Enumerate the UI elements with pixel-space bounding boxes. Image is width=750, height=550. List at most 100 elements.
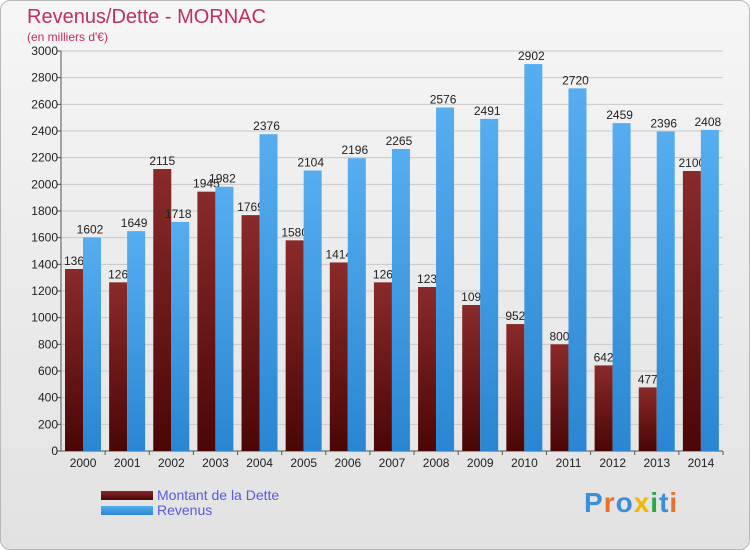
y-tick-label: 3000	[31, 44, 58, 58]
chart-title: Revenus/Dette - MORNAC	[27, 6, 266, 28]
x-tick-label-2010: 2010	[511, 456, 538, 470]
data-label-dette-2014: 2100	[679, 156, 706, 170]
y-tick-label: 2600	[31, 97, 58, 111]
bar-dette-2013	[638, 387, 657, 451]
data-label-dette-2009: 109	[461, 290, 481, 304]
bar-revenus-2010	[524, 64, 543, 452]
x-tick-label-2009: 2009	[467, 456, 494, 470]
x-tick-label-2000: 2000	[70, 456, 97, 470]
y-tick-label: 2400	[31, 124, 58, 138]
y-tick-label: 2000	[31, 177, 58, 191]
data-label-dette-2008: 123	[417, 272, 437, 286]
bar-dette-2003	[197, 191, 216, 451]
legend-swatch-dette	[101, 491, 153, 500]
x-tick-label-2005: 2005	[290, 456, 317, 470]
bar-dette-2006	[329, 262, 348, 451]
x-tick-label-2003: 2003	[202, 456, 229, 470]
x-tick-label-2008: 2008	[423, 456, 450, 470]
data-label-dette-2012: 642	[594, 350, 614, 364]
data-label-revenus-2002: 1718	[165, 207, 192, 221]
data-label-dette-2013: 477	[638, 372, 658, 386]
x-tick-label-2006: 2006	[335, 456, 362, 470]
data-label-revenus-2012: 2459	[606, 108, 633, 122]
x-tick-label-2007: 2007	[379, 456, 406, 470]
data-label-dette-2006: 1414	[325, 247, 352, 261]
data-label-revenus-2005: 2104	[297, 155, 324, 169]
bar-revenus-2012	[612, 123, 631, 451]
x-tick-label-2012: 2012	[599, 456, 626, 470]
data-label-dette-2010: 952	[505, 309, 525, 323]
data-label-dette-2003: 1945	[193, 177, 220, 191]
bar-revenus-2007	[391, 149, 410, 451]
bar-revenus-2005	[303, 170, 322, 451]
data-label-dette-2011: 800	[549, 329, 569, 343]
data-label-revenus-2003: 1982	[209, 172, 236, 186]
bar-revenus-2002	[171, 221, 190, 451]
bar-dette-2000	[65, 269, 83, 451]
y-tick-label: 1600	[31, 231, 58, 245]
chart-subtitle: (en milliers d'€)	[27, 30, 108, 44]
bar-revenus-2004	[259, 134, 278, 451]
data-label-revenus-2009: 2491	[474, 104, 501, 118]
data-label-dette-2005: 1580	[281, 225, 308, 239]
proxiti-logo: Proxiti	[584, 487, 678, 519]
data-label-revenus-2007: 2265	[386, 134, 413, 148]
data-label-revenus-2004: 2376	[253, 119, 280, 133]
data-label-revenus-2011: 2720	[562, 73, 589, 87]
legend-swatch-revenus	[101, 506, 153, 515]
y-tick-label: 1400	[31, 257, 58, 271]
logo-letter: P	[584, 487, 604, 518]
bar-dette-2008	[418, 287, 437, 451]
bar-dette-2009	[462, 305, 481, 451]
y-tick-label: 800	[38, 337, 58, 351]
x-tick-label-2001: 2001	[114, 456, 141, 470]
logo-letter: i	[669, 487, 679, 518]
x-tick-label-2011: 2011	[556, 456, 582, 470]
y-tick-label: 1200	[31, 284, 58, 298]
logo-letter: t	[659, 487, 670, 518]
bar-dette-2002	[153, 169, 172, 451]
bar-revenus-2006	[347, 158, 366, 451]
y-tick-label: 400	[38, 391, 58, 405]
bar-revenus-2011	[568, 88, 587, 451]
data-label-revenus-2008: 2576	[430, 93, 457, 107]
y-tick-label: 1800	[31, 204, 58, 218]
x-tick-label-2004: 2004	[246, 456, 273, 470]
bar-revenus-2001	[127, 231, 146, 451]
y-tick-label: 2200	[31, 151, 58, 165]
bar-dette-2007	[373, 282, 392, 451]
data-label-revenus-2006: 2196	[341, 143, 368, 157]
x-tick-label-2014: 2014	[688, 456, 715, 470]
y-tick-label: 200	[38, 417, 58, 431]
y-tick-label: 0	[51, 444, 58, 458]
data-label-dette-2002: 2115	[149, 154, 175, 168]
logo-letter: i	[650, 487, 660, 518]
bar-dette-2010	[506, 324, 525, 451]
y-tick-label: 1000	[31, 311, 58, 325]
bar-revenus-2013	[656, 131, 675, 452]
legend-label-dette: Montant de la Dette	[157, 487, 280, 503]
data-label-revenus-2010: 2902	[518, 49, 545, 63]
data-label-dette-2000: 136	[64, 254, 84, 268]
bar-dette-2014	[682, 171, 701, 451]
data-label-dette-2004: 1769	[237, 200, 264, 214]
bar-dette-2011	[550, 344, 569, 451]
bar-revenus-2008	[436, 107, 455, 452]
bar-revenus-2003	[215, 186, 234, 451]
logo-letter: o	[615, 487, 634, 518]
bar-dette-2005	[285, 240, 304, 451]
y-tick-label: 600	[38, 364, 58, 378]
bar-dette-2001	[109, 282, 128, 451]
data-label-revenus-2000: 1602	[77, 222, 104, 236]
bar-revenus-2009	[480, 118, 499, 451]
x-tick-label-2013: 2013	[643, 456, 670, 470]
data-label-revenus-2013: 2396	[650, 117, 677, 131]
bar-revenus-2000	[83, 237, 101, 451]
bar-revenus-2014	[700, 129, 719, 451]
bar-dette-2004	[241, 215, 260, 451]
logo-letter: x	[633, 487, 651, 518]
data-label-revenus-2001: 1649	[121, 216, 148, 230]
logo-letter: r	[603, 487, 616, 518]
